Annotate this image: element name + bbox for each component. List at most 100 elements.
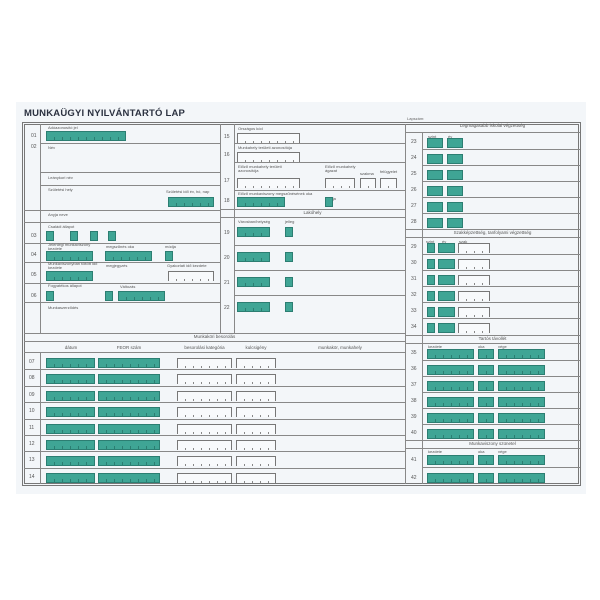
feor-number-field[interactable]: [98, 423, 160, 434]
qualification-subject-field[interactable]: [458, 259, 490, 269]
residence-city-field[interactable]: [237, 252, 270, 262]
feor-number-field[interactable]: [98, 472, 160, 483]
key-requirement-field[interactable]: [236, 407, 276, 418]
date-field[interactable]: [46, 472, 95, 483]
education-year-field[interactable]: [447, 138, 463, 148]
marital-status-checkbox[interactable]: [46, 231, 54, 241]
qualification-year-field[interactable]: [438, 243, 455, 253]
category-field[interactable]: [177, 390, 232, 401]
prev-profession-field[interactable]: [360, 178, 376, 188]
prev-supervision-field[interactable]: [380, 178, 397, 188]
national-code-field[interactable]: [237, 133, 300, 143]
service-start-field[interactable]: [46, 271, 93, 281]
suspension-start-field[interactable]: [427, 473, 474, 483]
qualification-level-field[interactable]: [427, 275, 435, 285]
education-level-field[interactable]: [427, 170, 443, 180]
absence-start-field[interactable]: [427, 381, 474, 391]
category-field[interactable]: [177, 456, 232, 467]
residence-city-field[interactable]: [237, 227, 270, 237]
absence-reason-field[interactable]: [478, 397, 494, 407]
education-year-field[interactable]: [447, 186, 463, 196]
suspension-end-field[interactable]: [498, 455, 545, 465]
key-requirement-field[interactable]: [236, 358, 276, 368]
feor-number-field[interactable]: [98, 440, 160, 450]
category-field[interactable]: [177, 358, 232, 368]
birth-date-field[interactable]: [168, 197, 214, 207]
residence-type-field[interactable]: [285, 252, 293, 262]
feor-number-field[interactable]: [98, 390, 160, 401]
key-requirement-field[interactable]: [236, 472, 276, 483]
absence-end-field[interactable]: [498, 381, 545, 391]
absence-start-field[interactable]: [427, 397, 474, 407]
workplace-area-id-field[interactable]: [237, 152, 300, 162]
prev-termination-mode-field[interactable]: [325, 197, 333, 207]
residence-type-field[interactable]: [285, 302, 293, 312]
qualification-subject-field[interactable]: [458, 275, 490, 285]
qualification-level-field[interactable]: [427, 259, 435, 269]
feor-number-field[interactable]: [98, 407, 160, 418]
termination-mode-field[interactable]: [165, 251, 173, 261]
absence-reason-field[interactable]: [478, 381, 494, 391]
qualification-year-field[interactable]: [438, 259, 455, 269]
absence-end-field[interactable]: [498, 365, 545, 375]
qualification-year-field[interactable]: [438, 323, 455, 333]
date-field[interactable]: [46, 358, 95, 368]
date-field[interactable]: [46, 374, 95, 385]
education-level-field[interactable]: [427, 202, 443, 212]
key-requirement-field[interactable]: [236, 456, 276, 467]
marital-status-checkbox[interactable]: [90, 231, 98, 241]
suspension-end-field[interactable]: [498, 473, 545, 483]
key-requirement-field[interactable]: [236, 423, 276, 434]
qualification-year-field[interactable]: [438, 307, 455, 317]
absence-end-field[interactable]: [498, 413, 545, 423]
change-field[interactable]: [118, 291, 165, 301]
category-field[interactable]: [177, 374, 232, 385]
residence-type-field[interactable]: [285, 227, 293, 237]
absence-reason-field[interactable]: [478, 365, 494, 375]
residence-type-field[interactable]: [285, 277, 293, 287]
disability-field[interactable]: [46, 291, 54, 301]
change-checkbox[interactable]: [105, 291, 113, 301]
marital-status-checkbox[interactable]: [70, 231, 78, 241]
category-field[interactable]: [177, 440, 232, 450]
absence-end-field[interactable]: [498, 349, 545, 359]
qualification-year-field[interactable]: [438, 275, 455, 285]
termination-reason-field[interactable]: [105, 251, 152, 261]
category-field[interactable]: [177, 423, 232, 434]
qualification-subject-field[interactable]: [458, 323, 490, 333]
residence-city-field[interactable]: [237, 277, 270, 287]
date-field[interactable]: [46, 390, 95, 401]
education-year-field[interactable]: [447, 202, 463, 212]
qualification-level-field[interactable]: [427, 323, 435, 333]
absence-start-field[interactable]: [427, 413, 474, 423]
key-requirement-field[interactable]: [236, 440, 276, 450]
marital-status-checkbox[interactable]: [108, 231, 116, 241]
qualification-subject-field[interactable]: [458, 243, 490, 253]
tax-id-field[interactable]: [46, 131, 126, 141]
education-year-field[interactable]: [447, 170, 463, 180]
absence-start-field[interactable]: [427, 349, 474, 359]
qualification-subject-field[interactable]: [458, 307, 490, 317]
qualification-level-field[interactable]: [427, 243, 435, 253]
feor-number-field[interactable]: [98, 456, 160, 467]
key-requirement-field[interactable]: [236, 390, 276, 401]
education-year-field[interactable]: [447, 154, 463, 164]
prev-termination-reason-field[interactable]: [237, 197, 285, 207]
education-level-field[interactable]: [427, 218, 443, 228]
date-field[interactable]: [46, 407, 95, 418]
prev-sector-field[interactable]: [325, 178, 355, 188]
absence-start-field[interactable]: [427, 429, 474, 439]
education-level-field[interactable]: [427, 138, 443, 148]
employment-start-field[interactable]: [46, 251, 93, 261]
category-field[interactable]: [177, 407, 232, 418]
absence-start-field[interactable]: [427, 365, 474, 375]
education-level-field[interactable]: [427, 154, 443, 164]
qualification-subject-field[interactable]: [458, 291, 490, 301]
date-field[interactable]: [46, 440, 95, 450]
qualification-year-field[interactable]: [438, 291, 455, 301]
prev-workplace-area-field[interactable]: [237, 178, 300, 188]
absence-reason-field[interactable]: [478, 349, 494, 359]
residence-city-field[interactable]: [237, 302, 270, 312]
date-field[interactable]: [46, 456, 95, 467]
absence-reason-field[interactable]: [478, 413, 494, 423]
